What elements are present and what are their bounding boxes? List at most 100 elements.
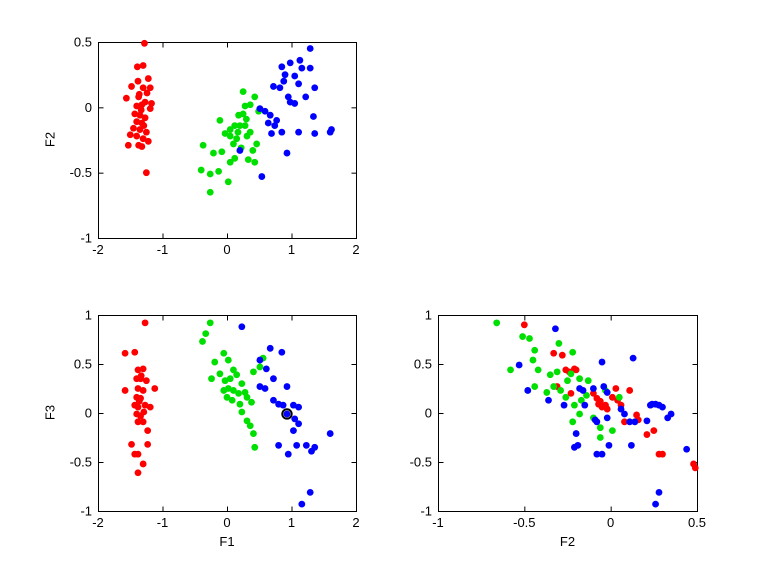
x-tick-label: -1: [157, 242, 169, 257]
data-point-class-1: [143, 89, 151, 97]
data-point-class-2: [244, 156, 252, 164]
data-point-class-1: [140, 122, 148, 130]
data-point-class-1: [590, 390, 597, 397]
data-point-class-1: [121, 387, 129, 394]
data-point-class-1: [148, 100, 155, 107]
data-point-class-3: [581, 401, 589, 409]
data-point-class-2: [251, 93, 259, 101]
data-point-class-1: [650, 427, 658, 435]
data-point-class-3: [286, 59, 294, 67]
data-point-class-2: [615, 393, 623, 401]
y-tick-label: 0: [85, 406, 92, 421]
y-tick-label: 1: [425, 308, 432, 323]
data-point-class-2: [233, 135, 241, 143]
data-point-class-3: [560, 401, 568, 409]
data-point-class-1: [134, 418, 142, 426]
data-point-class-2: [206, 170, 214, 178]
data-point-class-1: [146, 105, 154, 113]
data-point-class-1: [141, 319, 149, 327]
panel2-x-axis-label: F1: [219, 534, 235, 549]
data-point-class-3: [256, 105, 264, 113]
data-point-class-1: [139, 365, 147, 373]
data-point-class-1: [141, 401, 149, 409]
x-tick-label: 0: [607, 515, 614, 530]
data-point-class-1: [136, 111, 144, 119]
data-point-class-1: [135, 397, 143, 405]
y-tick-label: 0.5: [74, 35, 92, 50]
data-point-class-2: [239, 110, 247, 118]
data-point-class-1: [144, 440, 152, 448]
data-point-class-3: [296, 56, 304, 64]
data-point-class-3: [295, 403, 302, 411]
data-point-class-3: [593, 450, 601, 458]
data-point-class-3: [629, 354, 637, 362]
data-point-class-2: [550, 383, 558, 390]
data-point-class-3: [579, 387, 587, 394]
panel2-y-axis-label: F3: [42, 404, 58, 421]
data-point-class-3: [279, 401, 287, 409]
data-point-class-1: [151, 385, 159, 392]
x-tick-label: -1: [157, 515, 169, 530]
data-point-class-3: [545, 396, 552, 404]
data-point-class-3: [603, 389, 611, 396]
data-point-class-1: [608, 393, 616, 401]
x-tick-label: 1: [288, 515, 295, 530]
data-point-class-3: [295, 128, 302, 136]
data-point-class-2: [596, 424, 604, 432]
data-point-class-2: [211, 358, 219, 366]
data-point-class-3: [284, 93, 292, 101]
data-point-class-3: [270, 396, 277, 404]
data-point-class-1: [128, 440, 135, 448]
data-point-class-2: [571, 401, 578, 409]
x-tick-label: -2: [92, 242, 104, 257]
data-point-class-3: [302, 93, 310, 101]
x-tick-label: 1: [288, 242, 295, 257]
data-point-class-2: [576, 375, 583, 383]
data-point-class-1: [144, 137, 152, 145]
data-point-class-3: [278, 348, 286, 356]
data-point-class-2: [596, 434, 604, 441]
data-point-class-2: [250, 430, 257, 437]
data-point-class-3: [271, 122, 279, 130]
x-tick-label: 0: [223, 242, 230, 257]
data-point-class-3: [326, 430, 334, 437]
data-point-class-1: [520, 321, 528, 329]
data-point-class-2: [577, 396, 585, 404]
data-point-class-2: [249, 147, 257, 154]
data-point-class-3: [328, 126, 335, 133]
data-point-class-2: [253, 140, 261, 148]
x-tick-label: 0: [223, 515, 230, 530]
data-point-class-1: [144, 427, 152, 435]
data-point-class-2: [236, 400, 244, 408]
x-tick-label: -2: [92, 515, 104, 530]
data-point-class-2: [243, 132, 251, 140]
panel-f3-vs-f2: -1 -0.5 0 0.5 -1 -0.5 0 0.5 1: [410, 308, 706, 531]
y-tick-label: 0.5: [414, 357, 432, 372]
data-point-class-2: [210, 149, 217, 157]
data-point-class-3: [667, 410, 675, 418]
data-point-class-3: [284, 450, 292, 458]
data-point-class-2: [238, 380, 246, 387]
x-tick-label: 2: [352, 242, 359, 257]
data-point-class-2: [199, 338, 206, 345]
data-point-class-2: [256, 363, 264, 371]
data-point-class-1: [141, 39, 148, 47]
data-point-class-2: [246, 101, 254, 109]
data-point-class-3: [621, 410, 628, 418]
data-point-class-1: [133, 118, 141, 126]
data-point-class-3: [283, 149, 291, 157]
x-tick-label: 0.5: [688, 515, 706, 530]
data-point-class-1: [139, 387, 147, 394]
data-point-class-3: [605, 441, 613, 449]
data-point-class-1: [142, 377, 150, 385]
data-point-class-1: [146, 84, 154, 92]
data-point-class-1: [131, 110, 139, 118]
data-point-class-1: [643, 431, 651, 438]
data-point-class-2: [553, 368, 561, 376]
data-point-class-2: [226, 126, 234, 133]
data-point-class-1: [128, 83, 135, 90]
data-point-class-2: [230, 366, 237, 374]
data-point-class-2: [546, 371, 554, 379]
data-point-class-1: [139, 84, 147, 92]
